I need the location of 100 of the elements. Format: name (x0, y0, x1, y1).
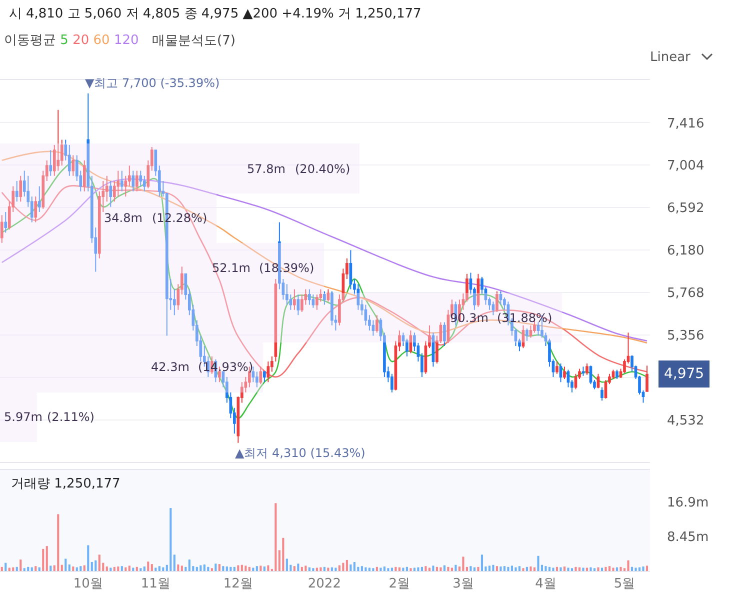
bar (263, 566, 266, 571)
bar (454, 564, 457, 571)
y-tick-label: 6,180 (667, 244, 704, 259)
bar (608, 566, 611, 571)
bar (496, 566, 498, 571)
data-label: 42.3m (151, 360, 190, 374)
bar (297, 564, 300, 571)
bar (510, 566, 513, 571)
bar (544, 566, 547, 571)
bar (286, 558, 288, 571)
bar (574, 566, 577, 571)
bar (4, 562, 7, 571)
bar (432, 566, 434, 571)
bar (604, 566, 607, 571)
bar (634, 568, 637, 571)
bar (177, 564, 180, 571)
bar (274, 503, 277, 571)
bar (514, 567, 517, 571)
bar (113, 566, 116, 571)
bar (364, 567, 367, 571)
bar (42, 548, 44, 571)
legend-title: 이동평균 (4, 33, 56, 48)
bar (282, 538, 284, 571)
bar (68, 564, 70, 571)
bar (244, 566, 247, 571)
bar (616, 567, 618, 571)
text: 5 (60, 33, 68, 48)
bar (477, 566, 480, 571)
bar (46, 546, 48, 571)
bar (8, 568, 10, 571)
bar (87, 545, 90, 571)
bar (128, 566, 130, 571)
bar (522, 568, 524, 571)
bar (353, 562, 356, 571)
bar (612, 568, 614, 571)
x-tick-label: 2022 (308, 576, 341, 592)
x-tick-label: 10월 (73, 576, 103, 592)
bar (117, 566, 120, 571)
text: Linear (650, 50, 692, 65)
bar (394, 566, 397, 571)
chart-title: 시 4,810 고 5,060 저 4,805 종 4,975 ▲200 +4.19% 거 1,250,177 (8, 6, 422, 22)
bar (428, 568, 430, 571)
bar (518, 566, 521, 571)
bar (350, 564, 352, 571)
bar (50, 566, 52, 571)
bar (380, 568, 382, 571)
bar (627, 560, 630, 571)
bar (646, 566, 648, 571)
bar (267, 565, 270, 571)
bar (578, 567, 581, 571)
bar (214, 564, 217, 571)
bar (447, 566, 450, 571)
bar (120, 566, 123, 571)
bar (342, 562, 344, 571)
bar (170, 508, 172, 571)
bar (20, 560, 22, 571)
bar (0, 342, 264, 392)
bar (132, 568, 134, 571)
x-tick-label: 4월 (535, 576, 556, 592)
y-tick-label: 16.9m (667, 495, 709, 510)
bar (642, 566, 644, 571)
bar (316, 568, 318, 571)
bar (188, 560, 190, 571)
bar (597, 567, 600, 571)
bar (293, 566, 296, 571)
bar (533, 567, 536, 571)
x-tick-label: 12월 (223, 576, 253, 592)
bar (12, 567, 14, 571)
annotation: (2.11%) (47, 410, 94, 424)
bar (312, 568, 314, 571)
text: 60 (93, 33, 110, 48)
bar (256, 566, 258, 571)
bar (440, 567, 442, 571)
bar (402, 568, 404, 571)
bar (537, 556, 540, 571)
y-tick-label: 5,356 (667, 328, 704, 344)
bar (420, 566, 423, 571)
text: 20 (72, 33, 90, 48)
bar (16, 566, 18, 571)
bar (586, 568, 588, 571)
bar (147, 562, 150, 571)
bar (590, 567, 592, 571)
bar (248, 566, 250, 571)
bar (110, 568, 112, 571)
bar (530, 566, 532, 571)
data-label: 57.8m (247, 162, 286, 176)
bar (383, 566, 386, 571)
bar (582, 568, 584, 571)
bar (237, 565, 240, 571)
bar (226, 566, 228, 571)
annotation: ▼최고 7,700 (-35.39%) (85, 76, 220, 90)
bar (260, 566, 262, 571)
bar (136, 566, 138, 571)
bar (80, 566, 82, 571)
bar (196, 566, 198, 571)
text: 거래량 1,250,177 (11, 476, 120, 492)
bar (560, 567, 562, 571)
bar (60, 564, 63, 571)
bar (320, 567, 322, 571)
bar (570, 568, 574, 571)
